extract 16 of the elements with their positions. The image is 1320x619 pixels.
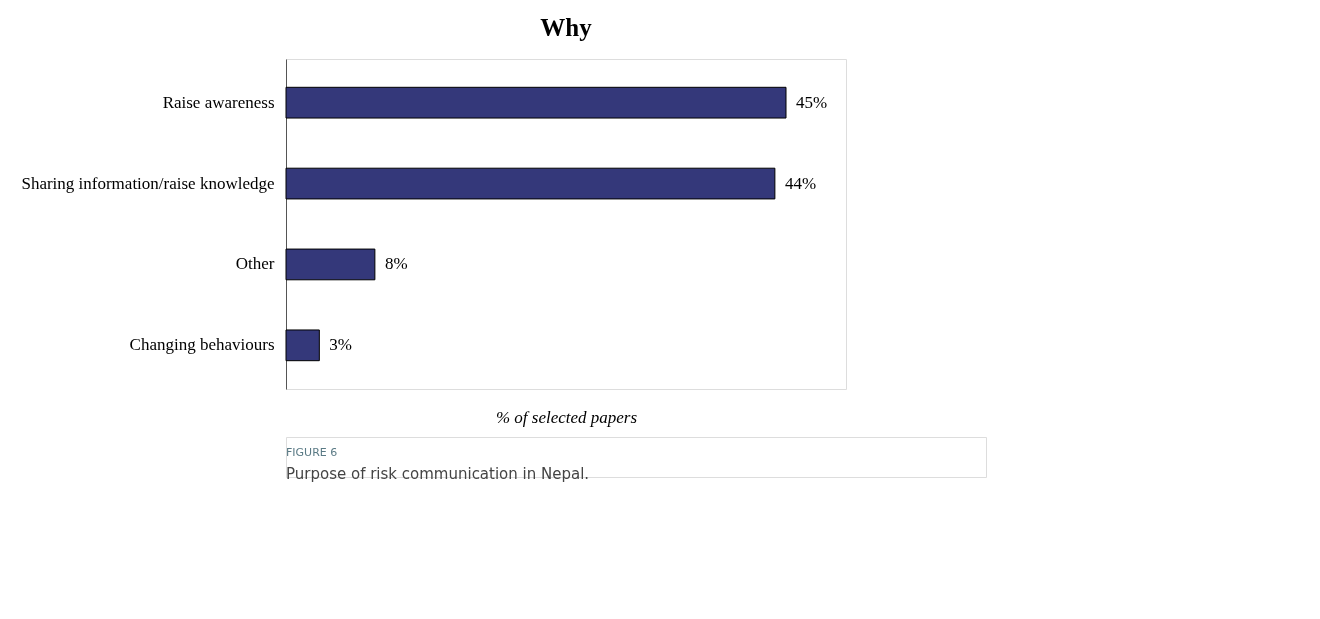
- y-tick-label: Raise awareness: [162, 92, 275, 112]
- bar: [285, 329, 320, 362]
- chart-title: Why: [540, 14, 593, 41]
- bar: [285, 167, 776, 200]
- data-label: 45%: [796, 92, 828, 112]
- data-label: 44%: [784, 173, 817, 193]
- x-axis-title: % of selected papers: [495, 407, 638, 427]
- text: Purpose of risk communication in Nepal.: [286, 465, 590, 483]
- y-tick-label: Changing behaviours: [129, 335, 275, 355]
- bar: [285, 248, 376, 281]
- caption: FIGURE 6: [286, 446, 338, 459]
- y-tick-label: Other: [235, 254, 275, 274]
- data-label: 8%: [384, 254, 408, 274]
- data-label: 3%: [329, 335, 353, 355]
- y-tick-label: Sharing information/raise knowledge: [21, 173, 275, 193]
- bar: [285, 86, 787, 119]
